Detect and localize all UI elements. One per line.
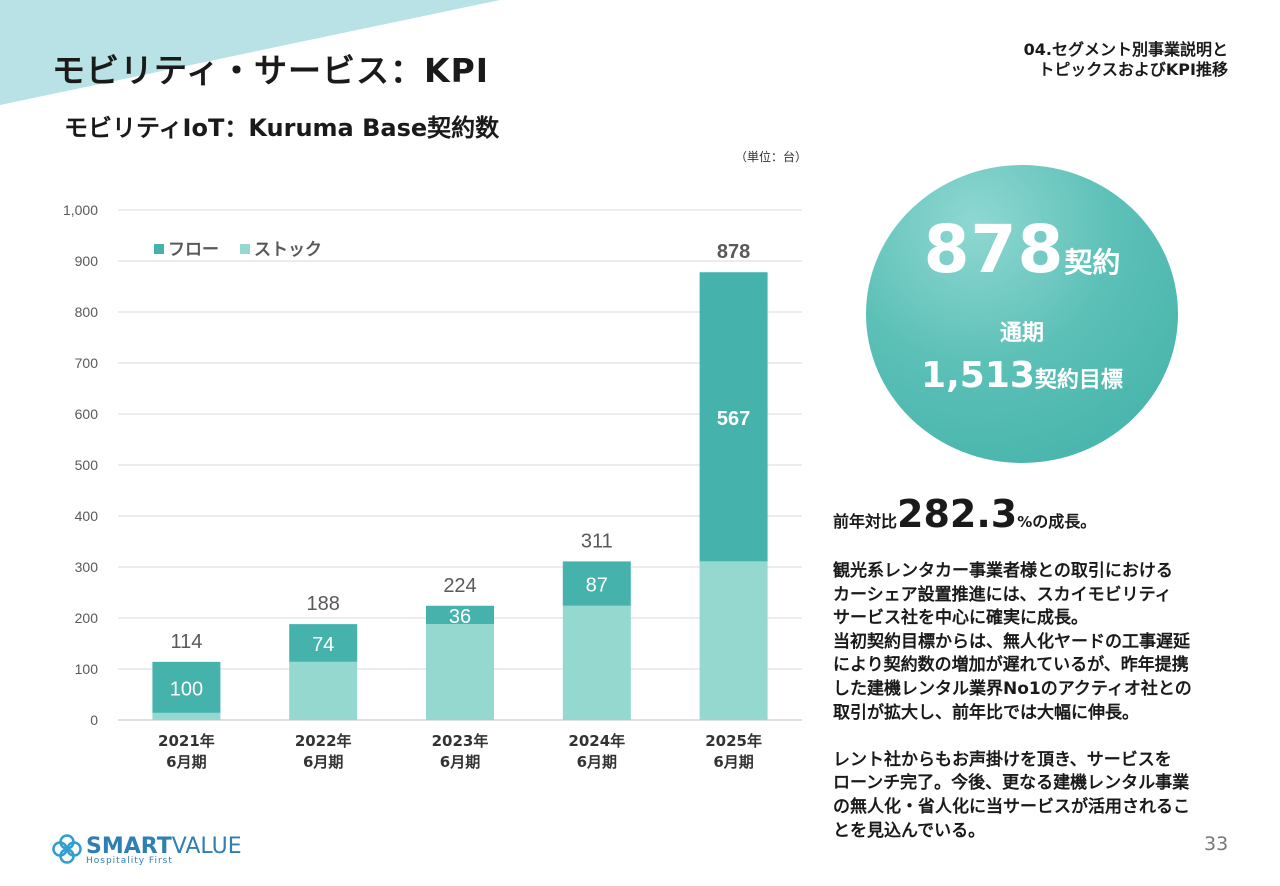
x-tick-label: 6月期 [166,753,206,771]
bar-flow [562,561,631,606]
growth-value: 282.3 [897,492,1018,536]
bar-stock [426,624,494,720]
bar-flow [152,661,221,713]
target-contracts-value: 1,513 [921,355,1035,396]
section-label-line-2: トピックスおよびKPI推移 [1038,60,1228,79]
bar-stock [152,712,221,720]
bar-flow [289,624,358,662]
x-tick-label: 6月期 [713,753,753,771]
bar-flow [699,272,768,562]
total-value-label: 878 [717,241,750,263]
target-contracts: 1,513契約目標 [866,355,1178,396]
body-line: カーシェア設置推進には、スカイモビリティ [833,584,1172,605]
body-line: とを見込んでいる。 [833,820,986,841]
legend-swatch-flow [154,244,164,254]
x-tick-label: 2022年 [295,732,352,750]
logo-word-value: VALUE [171,834,242,859]
section-label-line-1: 04.セグメント別事業説明と [1023,40,1228,59]
y-tick-label: 700 [75,355,99,371]
y-tick-label: 200 [75,610,99,626]
clover-logo-icon [52,834,82,864]
legend-swatch-stock [240,244,250,254]
total-value-label: 311 [581,530,613,552]
y-tick-label: 100 [75,661,99,677]
x-tick-label: 6月期 [577,753,617,771]
flow-value-label: 567 [717,408,750,430]
current-contracts-unit: 契約 [1064,246,1121,279]
total-value-label: 224 [443,575,476,597]
x-tick-label: 2023年 [432,732,489,750]
current-contracts-value: 878 [923,211,1065,288]
body-line: 当初契約目標からは、無人化ヤードの工事遅延 [833,631,1190,652]
section-label: 04.セグメント別事業説明と トピックスおよびKPI推移 [1024,40,1228,80]
company-logo: SMARTVALUE Hospitality First [52,834,242,868]
y-tick-label: 400 [75,508,99,524]
growth-suffix: の成長。 [1032,512,1097,531]
growth-statement: 前年対比282.3%の成長。 [833,492,1096,536]
flow-value-label: 100 [170,678,203,700]
y-tick-label: 900 [75,253,99,269]
page-number: 33 [1204,833,1229,855]
logo-word-smart: SMART [86,834,172,859]
logo-wordmark: SMARTVALUE [86,834,242,859]
flow-value-label: 74 [312,634,334,656]
body-line: 取引が拡大し、前年比では大幅に伸長。 [833,702,1139,723]
x-tick-label: 6月期 [303,753,343,771]
growth-prefix: 前年対比 [833,512,898,531]
unit-note: （単位：台） [735,150,808,164]
bar-flow [426,605,494,625]
description-text: 観光系レンタカー事業者様との取引における カーシェア設置推進には、スカイモビリテ… [833,560,1253,843]
logo-tagline: Hospitality First [86,856,173,866]
x-tick-label: 2025年 [705,732,762,750]
y-tick-label: 600 [75,406,99,422]
body-line: した建機レンタル業界No1のアクティオ社との [833,678,1192,699]
total-value-label: 114 [170,631,202,653]
y-tick-label: 300 [75,559,99,575]
body-line: により契約数の増加が遅れているが、昨年提携 [833,655,1189,676]
page-title: モビリティ・サービス：KPI [52,51,490,90]
y-tick-label: 0 [90,712,98,728]
x-tick-label: 2021年 [158,732,215,750]
total-value-label: 188 [307,593,340,615]
chart-subtitle: モビリティIoT：Kuruma Base契約数 [64,114,500,142]
y-tick-label: 1,000 [63,202,98,218]
x-tick-label: 2024年 [568,732,625,750]
flow-value-label: 87 [586,575,608,597]
fiscal-year-label: 通期 [999,321,1044,346]
legend-label-flow: フロー [168,240,219,260]
x-tick-label: 6月期 [440,753,480,771]
target-contracts-unit: 契約目標 [1034,368,1123,393]
body-line: ローンチ完了。今後、更なる建機レンタル事業 [833,773,1190,794]
highlight-circle: 878契約 通期 1,513契約目標 [866,165,1178,463]
body-line: レント社からもお声掛けを頂き、サービスを [833,749,1172,770]
bar-stock [562,605,631,720]
body-line: サービス社を中心に確実に成長。 [833,608,1088,629]
y-tick-label: 500 [75,457,99,473]
bar-stock [699,561,768,720]
body-line: の無人化・省人化に当サービスが活用されるこ [833,796,1190,817]
body-line: 観光系レンタカー事業者様との取引における [833,561,1173,581]
growth-percent-sign: % [1017,513,1033,531]
current-contracts: 878契約 [866,211,1178,288]
bar-stock [289,661,358,720]
legend-label-stock: ストック [254,240,322,260]
flow-value-label: 36 [449,606,471,628]
y-tick-label: 800 [75,304,99,320]
